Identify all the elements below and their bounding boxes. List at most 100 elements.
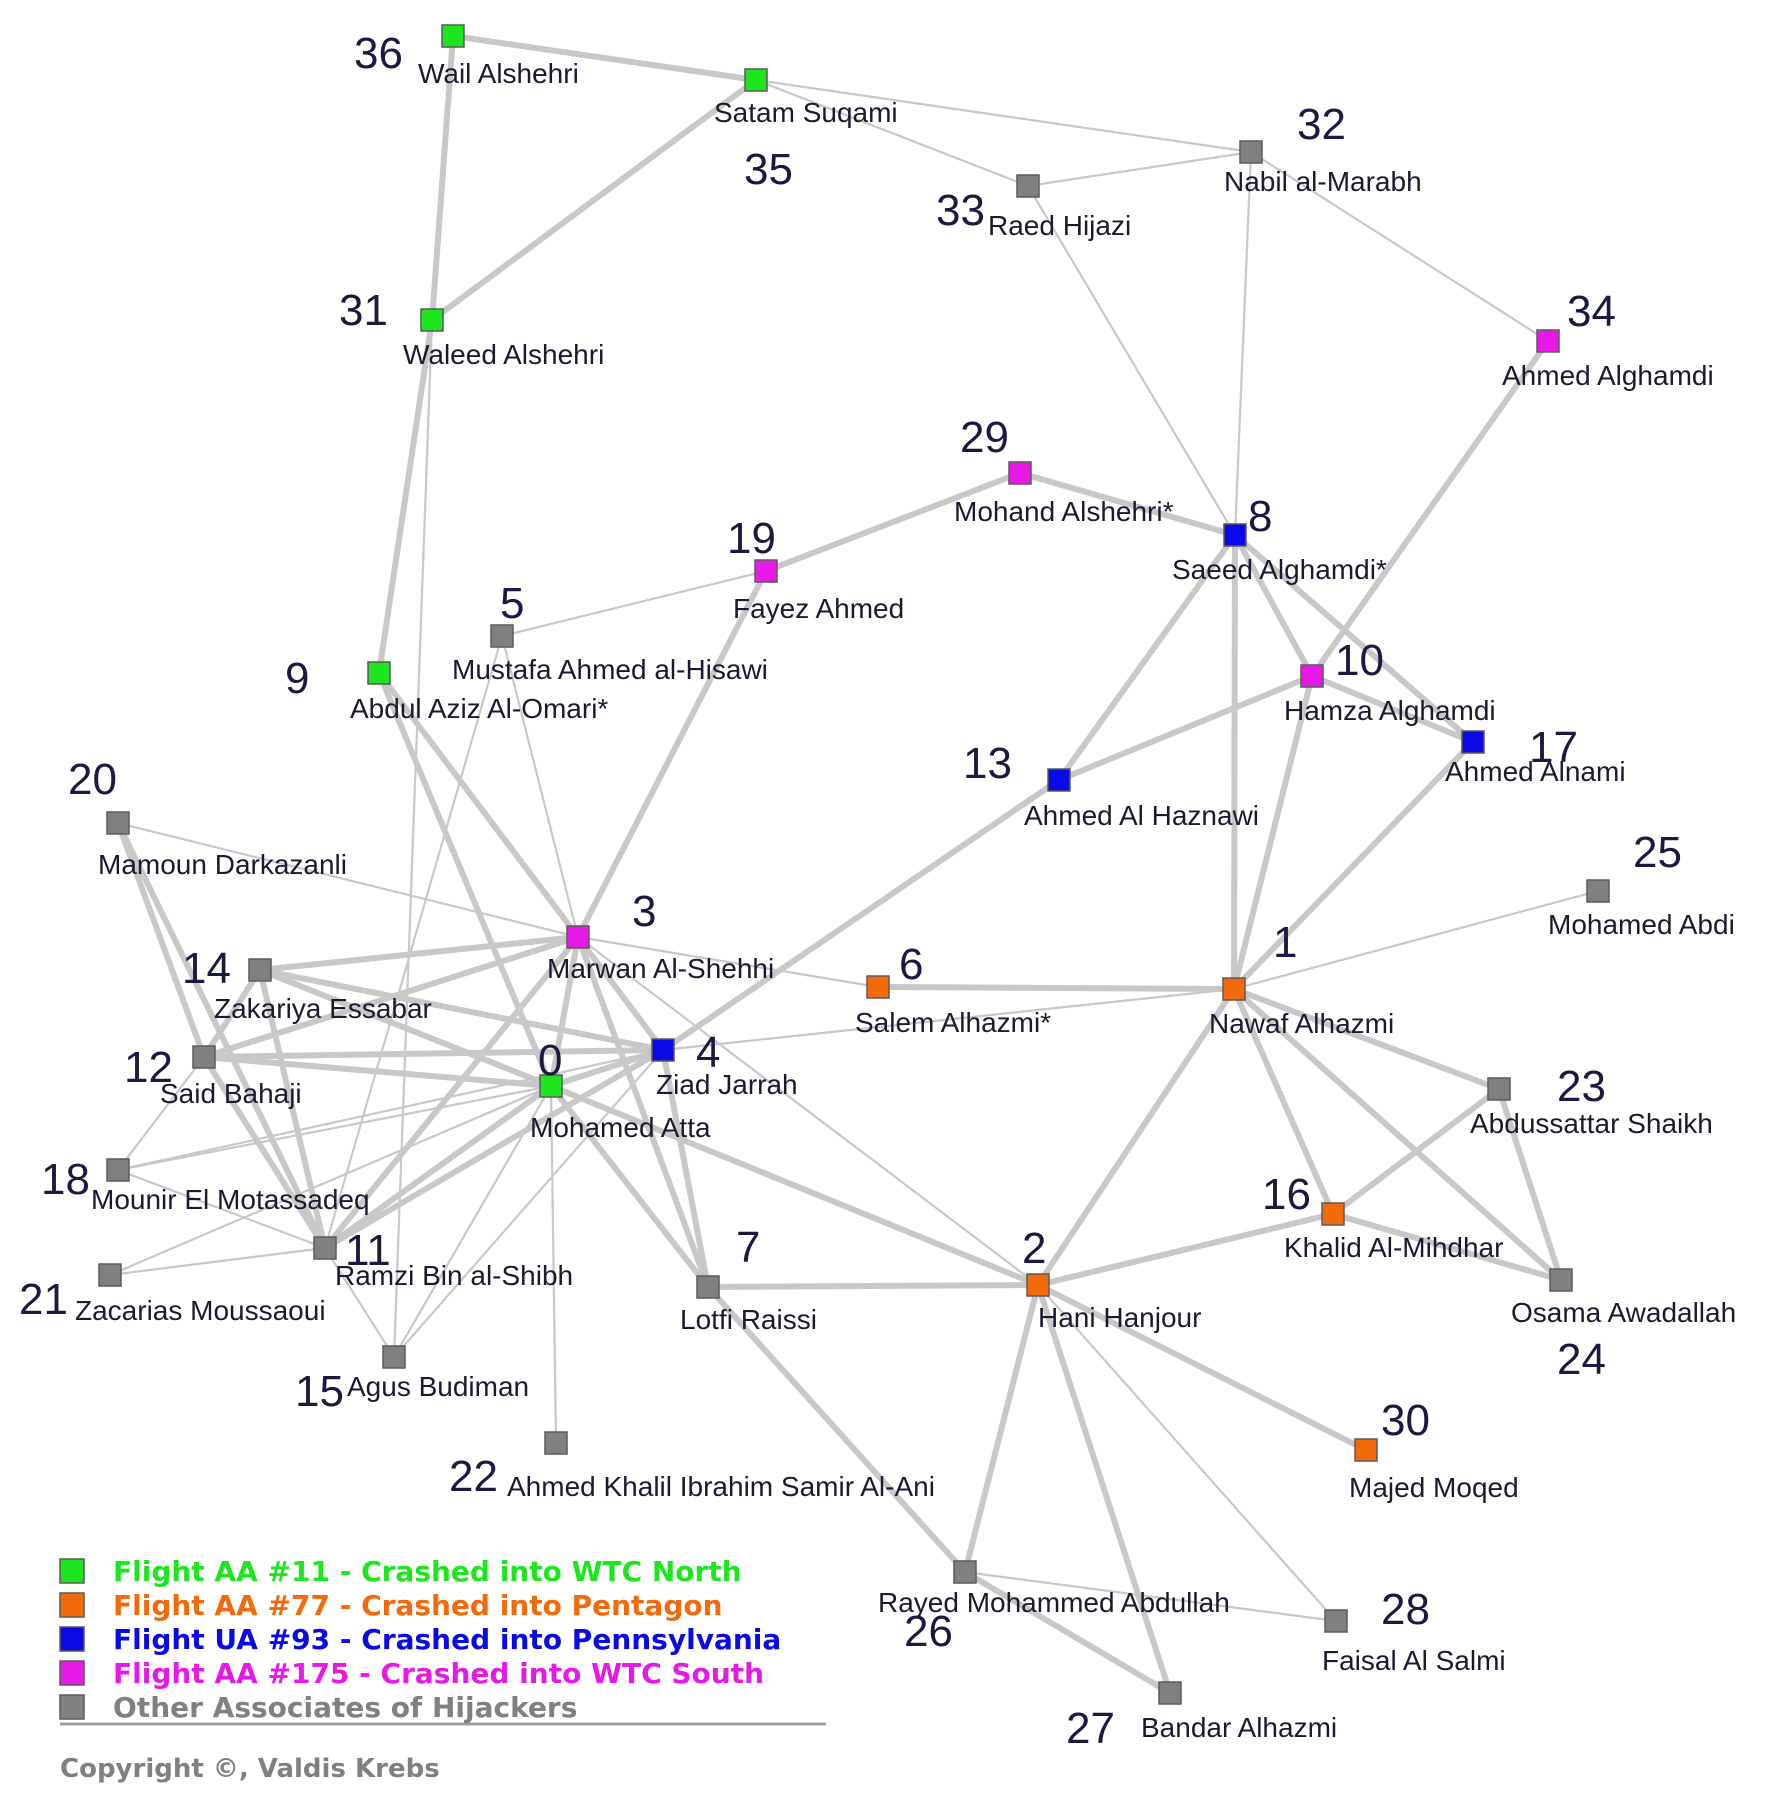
node-marker — [313, 1236, 337, 1260]
node-marker — [1016, 174, 1040, 198]
node-marker — [544, 1431, 568, 1455]
edge-19-3 — [575, 568, 769, 940]
node-number: 33 — [936, 186, 985, 235]
node-marker — [1354, 1438, 1378, 1462]
node-name: Mamoun Darkazanli — [98, 849, 347, 880]
node-marker — [1487, 1077, 1511, 1101]
edge-1-2 — [1035, 986, 1237, 1288]
edge-1-24 — [1231, 986, 1564, 1283]
node-number: 35 — [744, 145, 793, 194]
node-name: Waleed Alshehri — [403, 339, 604, 370]
edge-8-17 — [1232, 532, 1476, 745]
edge-16-24 — [1330, 1211, 1564, 1283]
edge-33-8 — [1026, 184, 1237, 537]
legend-item-flight_aa11: Flight AA #11 - Crashed into WTC North — [59, 1555, 742, 1588]
node-marker — [696, 1275, 720, 1299]
edge-17-1 — [1231, 739, 1476, 992]
node-8: 8 Saeed Alghamdi* — [1172, 492, 1387, 585]
node-name: Abdussattar Shaikh — [1470, 1108, 1713, 1139]
node-13: 13 Ahmed Al Haznawi — [963, 739, 1259, 831]
node-number: 9 — [285, 654, 309, 703]
node-name: Marwan Al-Shehhi — [547, 953, 774, 984]
node-marker — [754, 559, 778, 583]
edge-34-10 — [1309, 338, 1551, 679]
node-number: 17 — [1529, 723, 1578, 772]
edge-2-27 — [1035, 1282, 1173, 1696]
edge-35-33 — [754, 78, 1030, 188]
node-number: 28 — [1381, 1585, 1430, 1634]
legend-item-flight_ua93: Flight UA #93 - Crashed into Pennsylvani… — [59, 1623, 781, 1656]
node-name: Ramzi Bin al-Shibh — [335, 1260, 573, 1291]
edge-35-31 — [429, 77, 759, 323]
edge-20-12 — [115, 820, 207, 1060]
edge-1-16 — [1231, 986, 1336, 1217]
legend-swatch — [59, 1660, 85, 1686]
edge-33-32 — [1026, 150, 1253, 188]
node-number: 25 — [1633, 828, 1682, 877]
edge-14-11 — [257, 967, 328, 1251]
edge-10-1 — [1231, 673, 1315, 992]
node-name: Hamza Alghamdi — [1284, 695, 1496, 726]
node-number: 32 — [1297, 100, 1346, 149]
node-name: Zacarias Moussaoui — [75, 1295, 326, 1326]
legend-swatch — [59, 1558, 85, 1584]
edge-12-4 — [201, 1047, 666, 1060]
edge-26-28 — [963, 1570, 1338, 1623]
edge-31-9 — [376, 317, 435, 676]
legend-item-flight_aa175: Flight AA #175 - Crashed into WTC South — [59, 1657, 764, 1690]
legend-swatch — [59, 1694, 85, 1720]
node-number: 23 — [1557, 1062, 1606, 1111]
edge-21-11 — [108, 1246, 327, 1277]
edge-5-11 — [323, 634, 504, 1250]
node-name: Agus Budiman — [347, 1371, 529, 1402]
node-marker — [1223, 523, 1247, 547]
edge-14-4 — [257, 967, 666, 1053]
edge-13-4 — [660, 777, 1062, 1053]
edge-36-31 — [429, 33, 456, 323]
node-marker — [1549, 1268, 1573, 1292]
node-name: Faisal Al Salmi — [1322, 1645, 1506, 1676]
edge-3-11 — [322, 934, 581, 1251]
node-name: Khalid Al-Mihdhar — [1284, 1232, 1503, 1263]
edge-31-15 — [392, 318, 434, 1359]
node-marker — [1461, 730, 1485, 754]
node-name: Osama Awadallah — [1511, 1297, 1736, 1328]
edge-4-11 — [322, 1047, 666, 1251]
node-name: Ziad Jarrah — [656, 1069, 798, 1100]
node-21: 21 Zacarias Moussaoui — [19, 1263, 326, 1326]
node-number: 20 — [68, 755, 117, 804]
node-number: 14 — [182, 944, 231, 993]
node-16: 16 Khalid Al-Mihdhar — [1262, 1170, 1503, 1263]
node-marker — [1321, 1202, 1345, 1226]
node-marker — [1300, 664, 1324, 688]
node-number: 11 — [345, 1226, 391, 1275]
node-number: 8 — [1248, 492, 1272, 541]
node-number: 10 — [1335, 636, 1384, 685]
node-name: Satam Suqami — [714, 97, 898, 128]
node-number: 27 — [1066, 1704, 1115, 1753]
edge-4-15 — [392, 1048, 665, 1359]
edge-29-19 — [763, 470, 1023, 574]
edge-32-34 — [1249, 150, 1550, 343]
node-30: 30 Majed Moqed — [1349, 1396, 1519, 1503]
edge-4-1 — [661, 987, 1236, 1052]
node-35: 35 Satam Suqami — [714, 68, 898, 194]
edge-7-2 — [705, 1282, 1041, 1290]
node-marker — [953, 1560, 977, 1584]
node-marker — [1222, 977, 1246, 1001]
edge-8-1 — [1231, 532, 1238, 992]
node-number: 3 — [632, 887, 656, 936]
node-number: 29 — [960, 413, 1009, 462]
node-15: 15 Agus Budiman — [295, 1345, 529, 1416]
node-9: 9 Abdul Aziz Al-Omari* — [285, 654, 608, 724]
node-name: Nabil al-Marabh — [1224, 166, 1422, 197]
node-marker — [382, 1345, 406, 1369]
node-marker — [98, 1263, 122, 1287]
legend-label: Flight AA #11 - Crashed into WTC North — [113, 1555, 742, 1588]
node-28: 28 Faisal Al Salmi — [1322, 1585, 1506, 1676]
edge-0-4 — [548, 1047, 666, 1089]
node-name: Ahmed Alnami — [1445, 756, 1626, 787]
